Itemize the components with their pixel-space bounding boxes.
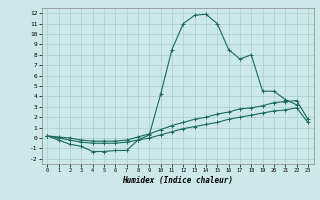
X-axis label: Humidex (Indice chaleur): Humidex (Indice chaleur) xyxy=(122,176,233,185)
